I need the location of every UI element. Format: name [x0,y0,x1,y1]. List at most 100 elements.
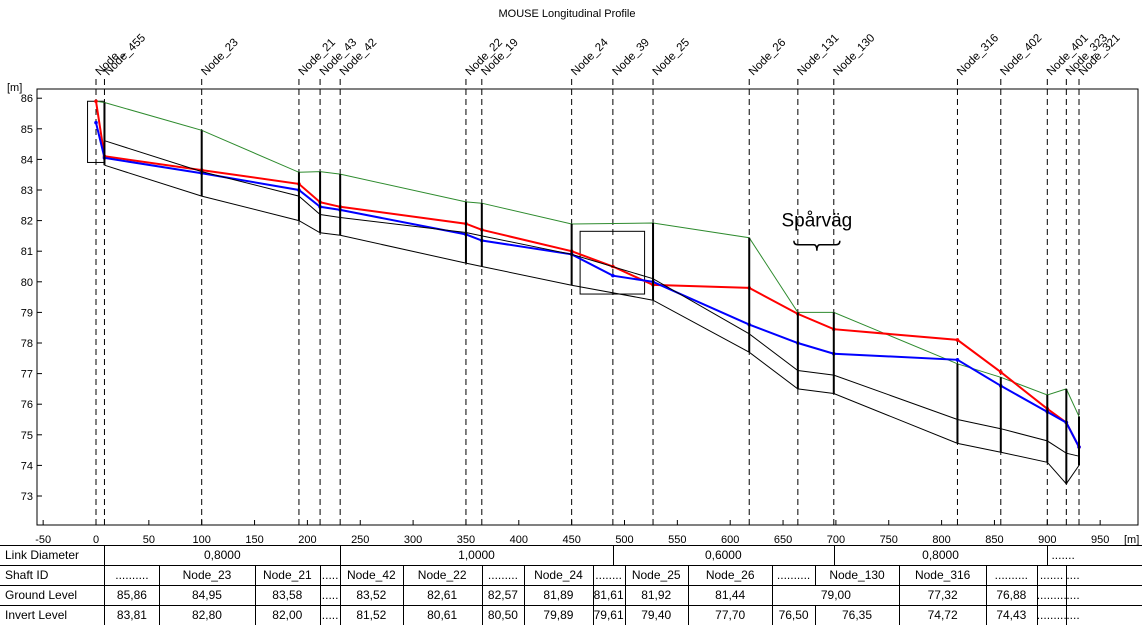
cell-divider [985,585,987,605]
x-tick-label: 200 [298,534,316,545]
table-cell-ground: 83,58 [272,588,303,602]
x-tick-label: 350 [457,534,475,545]
table-cell-ground: 81,89 [543,588,574,602]
table-cell-shaft: Node_21 [262,568,312,582]
node-label: Node_24 [569,36,611,78]
profile-table: Link Diameter Shaft ID Ground Level Inve… [0,545,1142,628]
table-cell-ground: 81,44 [715,588,746,602]
cell-divider [481,605,483,625]
node-label: Node_402 [998,32,1044,78]
table-cell-shaft: ......... [487,568,518,582]
y-tick-label: 73 [21,491,33,503]
y-tick-label: 74 [21,460,33,472]
cell-divider [624,565,626,585]
cell-divider [524,605,526,625]
cell-divider [254,605,256,625]
table-cell-diam: 0,8000 [203,548,241,562]
cell-divider [340,605,342,625]
y-tick-label: 86 [21,93,33,105]
y-tick-label: 77 [21,369,33,381]
cell-divider [592,565,594,585]
cell-divider [254,585,256,605]
table-cell-ground: 77,32 [927,588,958,602]
x-tick-label: 850 [985,534,1003,545]
y-tick-label: 79 [21,307,33,319]
table-cell-shaft: Node_26 [705,568,755,582]
series-line-pipe_crown [104,140,1080,457]
cell-divider [402,585,404,605]
table-cell-ground: 85,86 [116,588,147,602]
cell-divider [254,565,256,585]
x-tick-label: 700 [827,534,845,545]
cell-divider [1066,565,1068,585]
table-cell-shaft: .......... [994,568,1029,582]
cell-divider [772,565,774,585]
cell-divider [340,545,342,565]
y-tick-label: 78 [21,338,33,350]
cell-divider [104,565,106,585]
table-cell-invert: 79,61 [593,608,624,622]
row-label-invert-level: Invert Level [5,608,68,622]
cell-divider [592,605,594,625]
table-cell-shaft: Node_316 [914,568,971,582]
table-cell-shaft: ..... [1066,568,1079,582]
x-tick-label: 450 [562,534,580,545]
table-cell-ground: 82,61 [427,588,458,602]
table-cell-ground: 82,57 [487,588,518,602]
table-cell-shaft: Node_22 [417,568,467,582]
series-point-max_level [955,338,960,342]
y-tick-label: 85 [21,124,33,136]
cell-divider [687,565,689,585]
x-tick-label: -50 [35,534,51,545]
cell-divider [1036,605,1038,625]
table-cell-shaft: .......... [115,568,149,582]
row-divider [0,565,1142,566]
cell-divider [320,565,322,585]
node-label: Node_26 [747,37,788,78]
cell-divider [1036,565,1038,585]
cell-divider [1047,545,1049,565]
cell-divider [814,605,816,625]
x-tick-label: 750 [880,534,898,545]
cell-divider [772,585,774,605]
series-point-max_level [998,370,1003,374]
x-tick-label: 550 [668,534,686,545]
row-label-shaft-id: Shaft ID [5,568,49,582]
x-tick-label: 600 [721,534,739,545]
row-divider [0,585,1142,586]
table-cell-shaft: Node_23 [182,568,232,582]
y-tick-label: 81 [21,246,33,258]
table-cell-invert: 80,61 [427,608,458,622]
longitudinal-profile-chart: MOUSE Longitudinal Profile [m] [m] Node_… [7,8,1139,545]
cell-divider [320,585,322,605]
cell-divider [833,545,835,565]
table-cell-invert: ..... [321,608,339,622]
node-label: Node_316 [955,32,1001,78]
series-point-min_level [94,120,98,125]
cell-divider [104,545,106,565]
cell-divider [772,605,774,625]
table-cell-ground: 76,88 [996,588,1027,602]
cell-divider [624,585,626,605]
x-tick-label: 650 [774,534,792,545]
cell-divider [985,605,987,625]
series-point-min_level [955,358,960,362]
node-label: Node_23 [199,37,240,78]
x-tick-label: 150 [245,534,263,545]
series-line-min_level [95,122,1080,448]
table-cell-shaft: Node_42 [346,568,396,582]
y-tick-label: 75 [21,430,33,442]
table-cell-ground: ..... [321,588,339,602]
table-cell-ground: 81,61 [593,588,624,602]
x-tick-label: 250 [351,534,369,545]
cell-divider [985,565,987,585]
row-divider [0,605,1142,606]
table-cell-shaft: ........ [595,568,622,582]
cell-divider [159,565,161,585]
series-point-min_level [611,273,615,278]
cell-divider [899,565,901,585]
cell-divider [481,585,483,605]
cell-divider [899,605,901,625]
series-line-pipe_invert [104,164,1080,485]
cell-divider [624,605,626,625]
